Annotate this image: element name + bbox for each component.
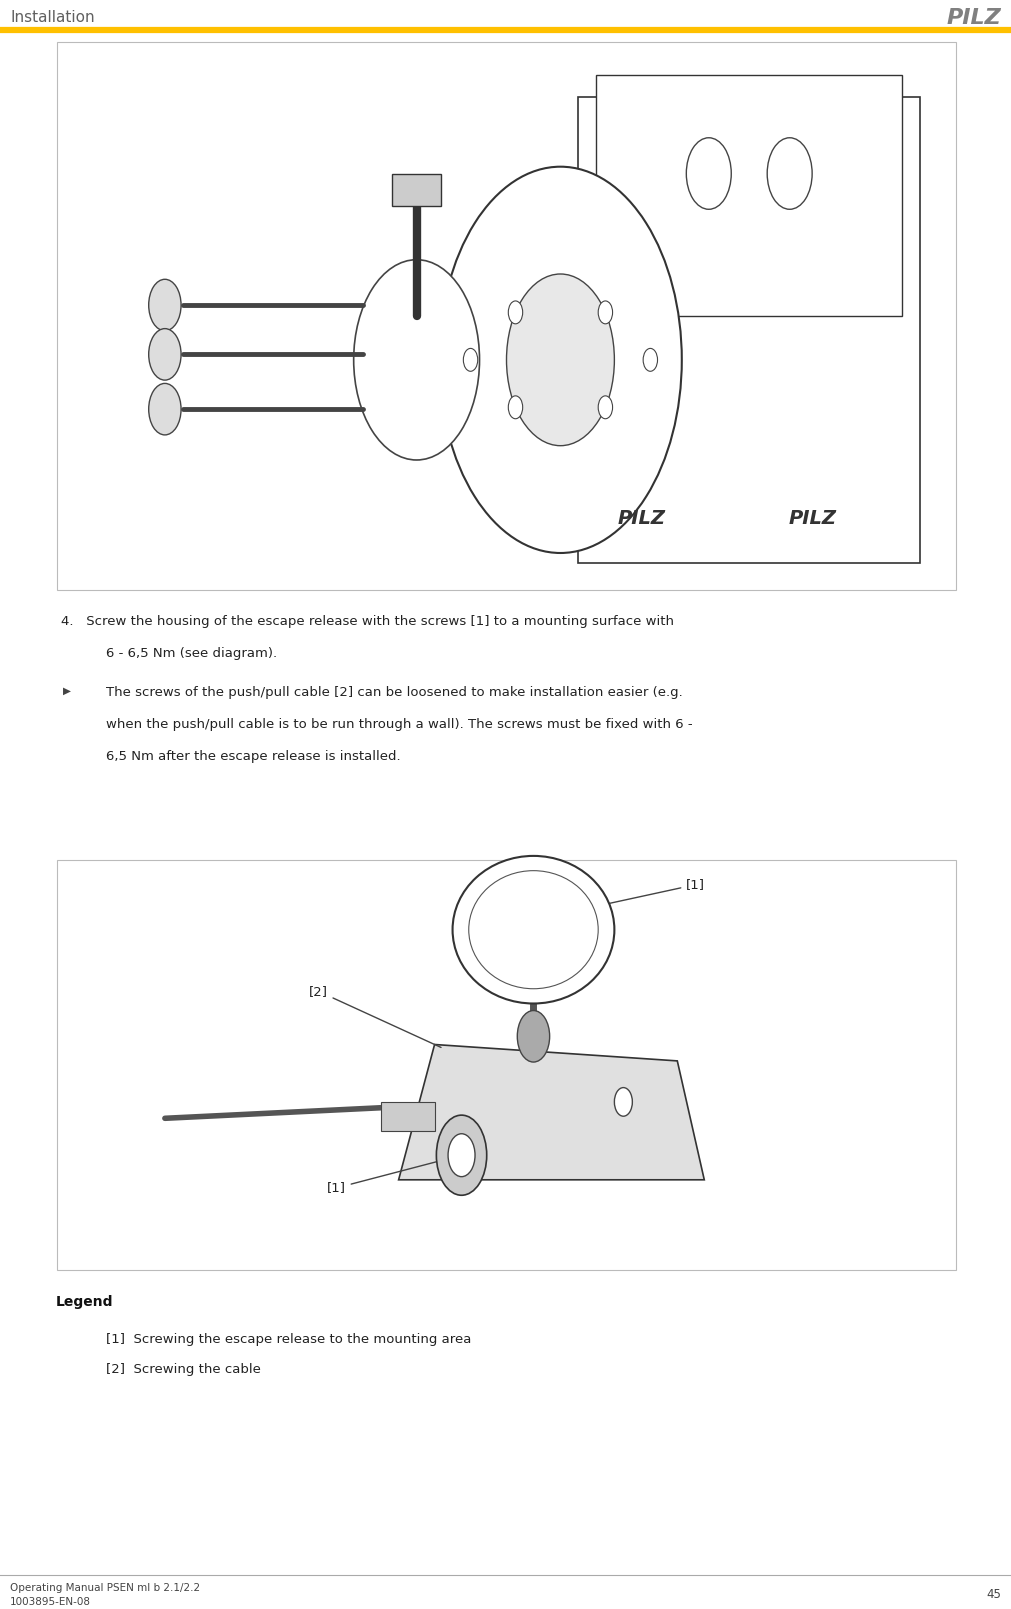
Circle shape bbox=[437, 1115, 486, 1195]
Text: 6,5 Nm after the escape release is installed.: 6,5 Nm after the escape release is insta… bbox=[106, 750, 400, 763]
Circle shape bbox=[149, 383, 181, 434]
Bar bbox=[57, 859, 956, 1270]
Circle shape bbox=[448, 1134, 475, 1176]
Ellipse shape bbox=[469, 870, 599, 990]
Circle shape bbox=[599, 396, 613, 418]
Circle shape bbox=[686, 138, 731, 209]
Circle shape bbox=[518, 1010, 550, 1062]
Circle shape bbox=[149, 280, 181, 331]
Text: [2]  Screwing the cable: [2] Screwing the cable bbox=[106, 1363, 261, 1376]
Ellipse shape bbox=[453, 856, 615, 1004]
Circle shape bbox=[615, 1088, 632, 1117]
Text: PILZ: PILZ bbox=[946, 8, 1001, 27]
Circle shape bbox=[643, 349, 657, 372]
Circle shape bbox=[767, 138, 812, 209]
Polygon shape bbox=[398, 1044, 705, 1179]
Text: [1]  Screwing the escape release to the mounting area: [1] Screwing the escape release to the m… bbox=[106, 1332, 471, 1347]
Circle shape bbox=[439, 167, 681, 553]
Text: The screws of the push/pull cable [2] can be loosened to make installation easie: The screws of the push/pull cable [2] ca… bbox=[106, 685, 682, 698]
Circle shape bbox=[507, 274, 615, 446]
Circle shape bbox=[354, 259, 479, 460]
Text: [1]: [1] bbox=[592, 879, 706, 907]
Bar bbox=[380, 1102, 435, 1131]
Text: PILZ: PILZ bbox=[618, 510, 665, 528]
Text: 4.   Screw the housing of the escape release with the screws [1] to a mounting s: 4. Screw the housing of the escape relea… bbox=[61, 615, 673, 628]
Bar bbox=[596, 76, 902, 315]
Text: [2]: [2] bbox=[308, 985, 441, 1047]
Text: 6 - 6,5 Nm (see diagram).: 6 - 6,5 Nm (see diagram). bbox=[106, 647, 277, 660]
Bar bbox=[578, 97, 920, 563]
Circle shape bbox=[599, 301, 613, 323]
Circle shape bbox=[509, 396, 523, 418]
Circle shape bbox=[149, 328, 181, 380]
Text: when the push/pull cable is to be run through a wall). The screws must be fixed : when the push/pull cable is to be run th… bbox=[106, 718, 693, 730]
Bar bbox=[392, 174, 441, 206]
Circle shape bbox=[509, 301, 523, 323]
Circle shape bbox=[463, 349, 478, 372]
Text: Legend: Legend bbox=[56, 1295, 113, 1310]
Bar bbox=[57, 42, 956, 591]
Text: Operating Manual PSEN ml b 2.1/2.2
1003895-EN-08: Operating Manual PSEN ml b 2.1/2.2 10038… bbox=[10, 1583, 200, 1607]
Text: 45: 45 bbox=[986, 1588, 1001, 1601]
Text: PILZ: PILZ bbox=[789, 510, 836, 528]
Text: [1]: [1] bbox=[327, 1155, 459, 1194]
Text: Installation: Installation bbox=[10, 11, 95, 26]
Text: ▶: ▶ bbox=[63, 685, 71, 697]
